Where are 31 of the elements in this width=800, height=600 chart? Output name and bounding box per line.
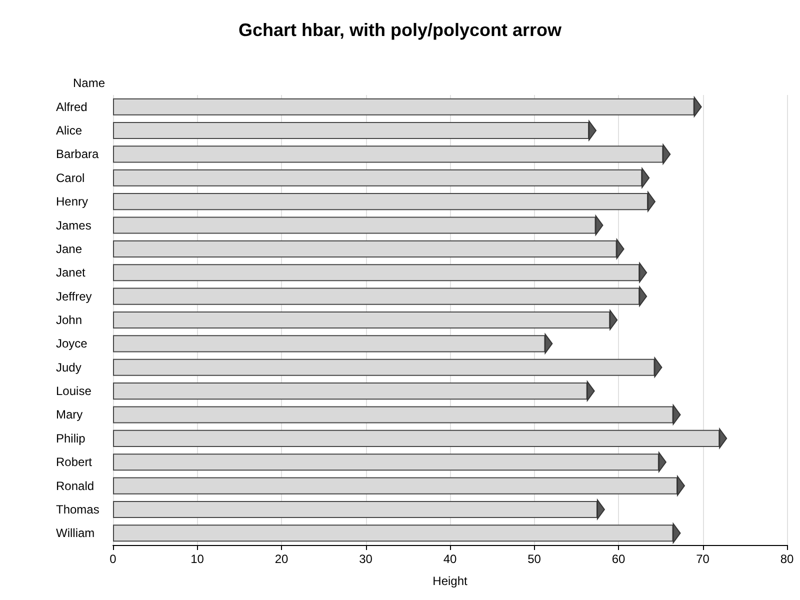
y-tick-label: Mary [56,408,83,422]
y-tick-label: Carol [56,170,85,185]
y-tick-label: Barbara [56,147,100,162]
y-tick-label: Judy [56,360,82,374]
x-tick-label: 80 [780,552,794,566]
y-tick-label: William [56,526,95,540]
x-tick-label: 60 [612,552,626,566]
y-tick-label: Ronald [56,478,94,493]
x-tick-label: 20 [274,552,288,566]
y-tick-label: Robert [56,455,93,470]
y-tick-label: Henry [56,194,88,209]
x-tick-label: 30 [359,552,373,566]
y-tick-label: Alfred [56,100,88,114]
x-axis-title: Height [432,574,468,588]
x-tick-label: 10 [190,552,204,566]
y-tick-label: James [56,218,92,232]
x-tick-label: 0 [110,552,117,566]
y-axis-title: Name [72,76,106,90]
y-tick-label: Thomas [56,502,100,516]
y-tick-label: Philip [56,431,86,446]
y-tick-label: Janet [56,266,86,280]
y-tick-label: Louise [56,384,92,398]
chart-title: Gchart hbar, with poly/polycont arrow [238,20,563,40]
y-tick-label: Alice [56,124,82,138]
x-tick-label: 70 [696,552,710,566]
x-tick-label: 50 [528,552,542,566]
y-tick-label: Jane [56,242,82,256]
y-tick-label: Joyce [56,336,88,351]
y-tick-label: John [56,313,82,327]
y-tick-label: Jeffrey [56,289,92,304]
x-tick-label: 40 [443,552,457,566]
